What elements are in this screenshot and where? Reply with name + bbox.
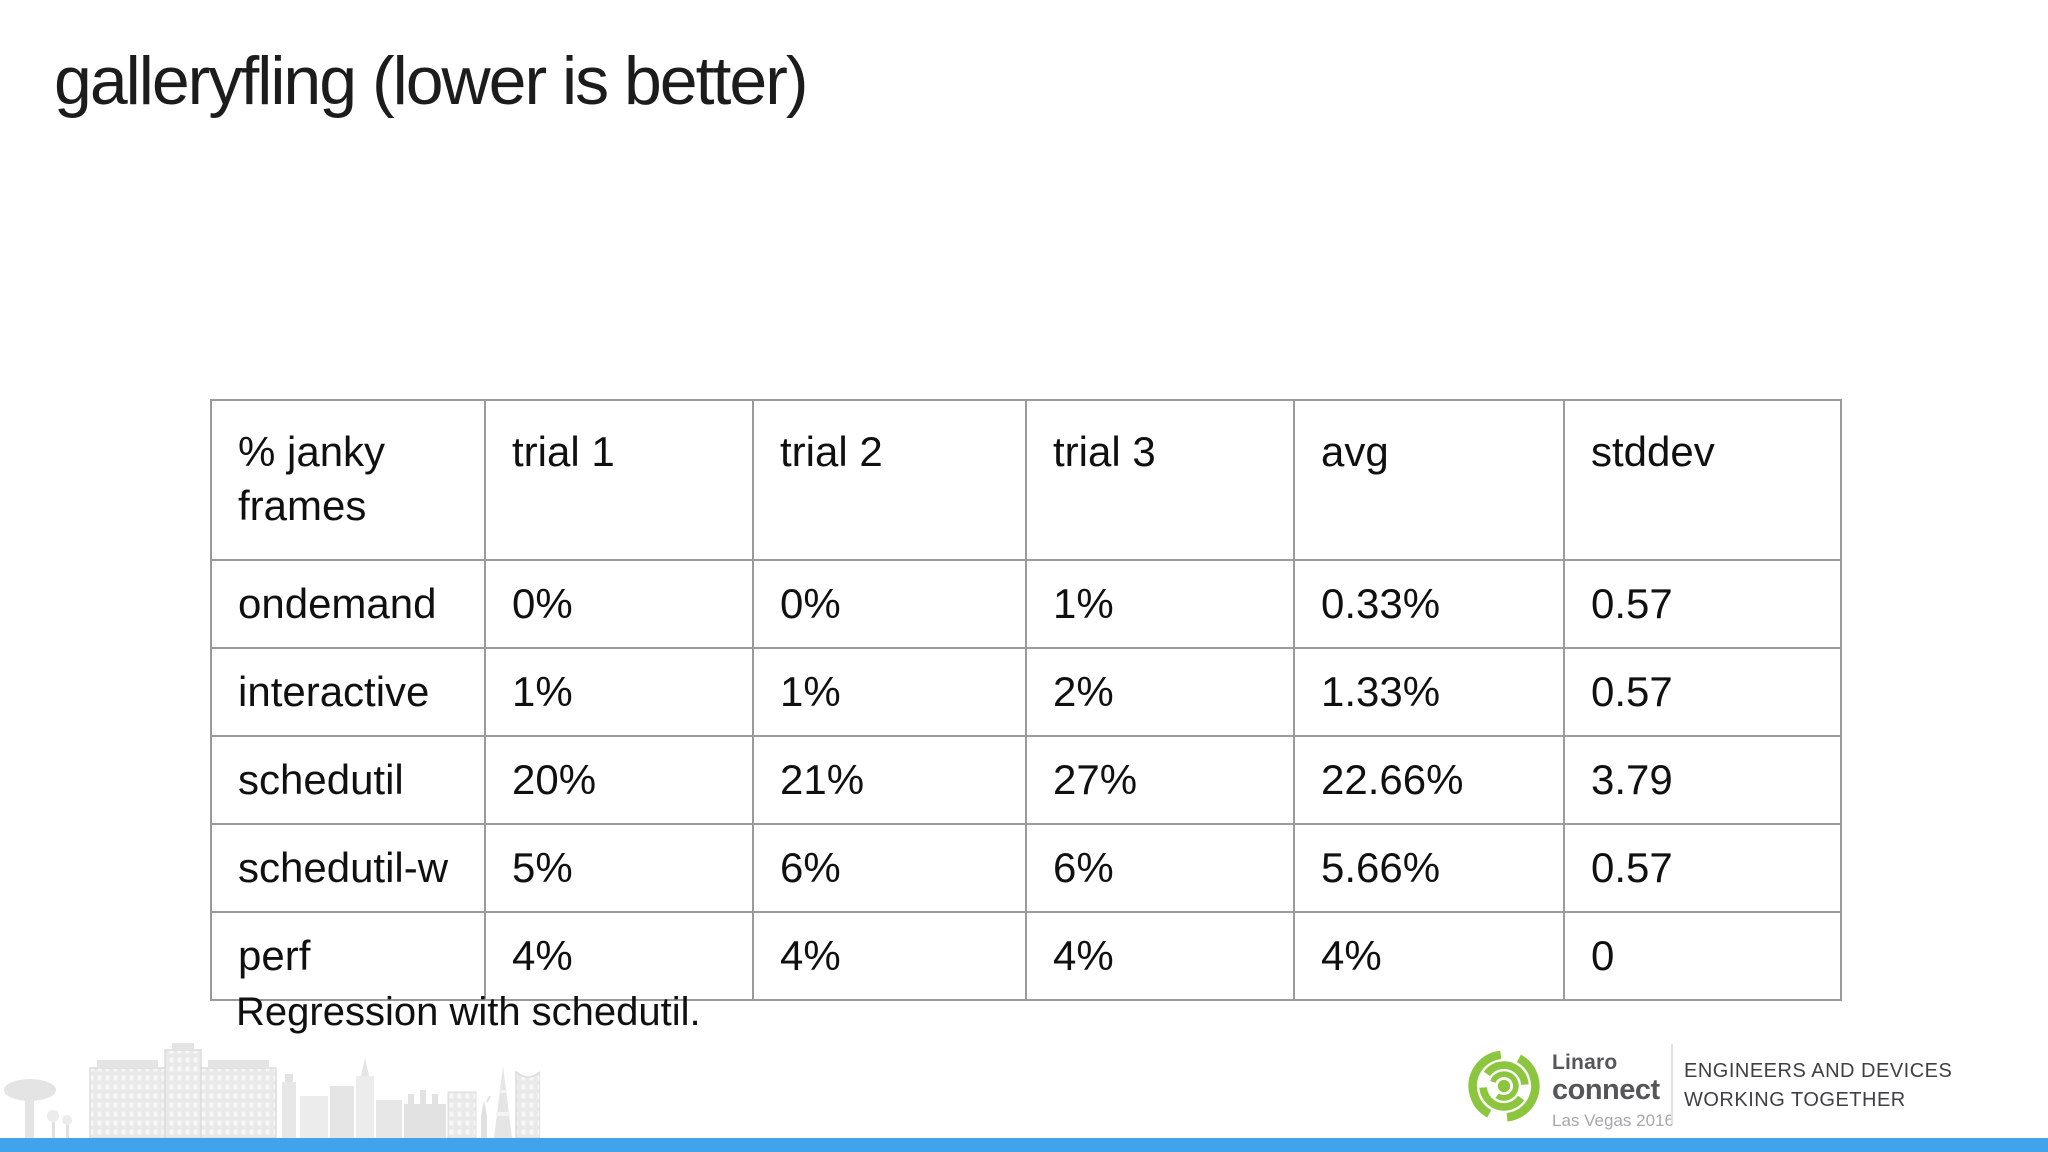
col-header-janky-frames: % janky frames [210,399,486,561]
col-header-trial3: trial 3 [1025,399,1295,561]
trial1-value: 4% [484,911,754,1001]
table-row-interactive: interactive 1% 1% 2% 1.33% 0.57 [210,647,1842,737]
slide-title: galleryfling (lower is better) [54,43,809,119]
trial1-value: 5% [484,823,754,913]
stddev-value: 0.57 [1563,647,1842,737]
col-header-trial2: trial 2 [752,399,1027,561]
janky-frames-table: % janky frames trial 1 trial 2 trial 3 a… [210,399,1842,1001]
governor-name: ondemand [210,559,486,649]
trial2-value: 6% [752,823,1027,913]
col-header-avg: avg [1293,399,1565,561]
trial2-value: 21% [752,735,1027,825]
col-header-trial1: trial 1 [484,399,754,561]
governor-name: perf [210,911,486,1001]
footer-divider [1671,1044,1673,1124]
avg-value: 4% [1293,911,1565,1001]
table-header-row: % janky frames trial 1 trial 2 trial 3 a… [210,399,1842,561]
stddev-value: 0.57 [1563,823,1842,913]
trial3-value: 2% [1025,647,1295,737]
trial2-value: 4% [752,911,1027,1001]
stddev-value: 0.57 [1563,559,1842,649]
trial2-value: 1% [752,647,1027,737]
footer-tagline: ENGINEERS AND DEVICES WORKING TOGETHER [1684,1057,1952,1115]
table-row-perf: perf 4% 4% 4% 4% 0 [210,911,1842,1001]
trial1-value: 0% [484,559,754,649]
linaro-logo-text: Linaro connect Las Vegas 2016 [1552,1052,1674,1129]
governor-name: schedutil [210,735,486,825]
trial2-value: 0% [752,559,1027,649]
avg-value: 22.66% [1293,735,1565,825]
governor-name: interactive [210,647,486,737]
linaro-connect-logo-icon [1468,1050,1540,1122]
table-row-schedutil-w: schedutil-w 5% 6% 6% 5.66% 0.57 [210,823,1842,913]
logo-venue-label: Las Vegas 2016 [1552,1111,1674,1130]
avg-value: 5.66% [1293,823,1565,913]
table-row-ondemand: ondemand 0% 0% 1% 0.33% 0.57 [210,559,1842,649]
tagline-line1: ENGINEERS AND DEVICES [1684,1060,1953,1082]
col-header-stddev: stddev [1563,399,1842,561]
table-row-schedutil: schedutil 20% 21% 27% 22.66% 3.79 [210,735,1842,825]
avg-value: 0.33% [1293,559,1565,649]
trial3-value: 4% [1025,911,1295,1001]
governor-name: schedutil-w [210,823,486,913]
trial1-value: 1% [484,647,754,737]
logo-brand-label: Linaro [1552,1051,1618,1074]
trial3-value: 27% [1025,735,1295,825]
trial3-value: 6% [1025,823,1295,913]
avg-value: 1.33% [1293,647,1565,737]
stddev-value: 3.79 [1563,735,1842,825]
regression-note: Regression with schedutil. [236,990,701,1034]
logo-product-label: connect [1552,1074,1660,1106]
las-vegas-skyline-icon [4,1043,540,1138]
tagline-line2: WORKING TOGETHER [1684,1089,1906,1111]
footer-accent-bar [0,1138,2048,1152]
stddev-value: 0 [1563,911,1842,1001]
trial1-value: 20% [484,735,754,825]
trial3-value: 1% [1025,559,1295,649]
